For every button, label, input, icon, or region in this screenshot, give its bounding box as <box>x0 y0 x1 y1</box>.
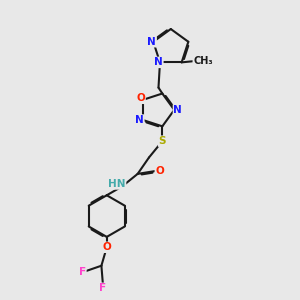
Text: N: N <box>154 57 163 68</box>
Text: CH₃: CH₃ <box>193 56 213 66</box>
Text: HN: HN <box>108 179 126 189</box>
Text: O: O <box>155 166 164 176</box>
Text: F: F <box>99 283 106 293</box>
Text: F: F <box>79 267 86 277</box>
Text: O: O <box>136 93 145 103</box>
Text: S: S <box>159 136 166 146</box>
Text: N: N <box>135 115 144 125</box>
Text: N: N <box>173 105 182 115</box>
Text: N: N <box>147 37 156 47</box>
Text: O: O <box>102 242 111 252</box>
